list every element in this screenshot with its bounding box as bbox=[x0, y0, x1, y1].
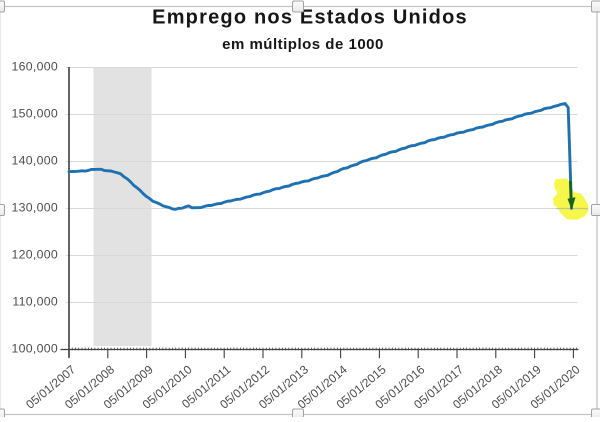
svg-text:em múltiplos de 1000: em múltiplos de 1000 bbox=[222, 36, 384, 53]
svg-text:Emprego nos Estados Unidos: Emprego nos Estados Unidos bbox=[152, 7, 468, 29]
svg-text:100,000: 100,000 bbox=[11, 342, 58, 356]
svg-text:150,000: 150,000 bbox=[11, 107, 58, 121]
svg-text:140,000: 140,000 bbox=[11, 154, 58, 168]
svg-text:120,000: 120,000 bbox=[11, 248, 58, 262]
svg-text:110,000: 110,000 bbox=[12, 295, 58, 309]
svg-text:160,000: 160,000 bbox=[11, 60, 58, 74]
svg-text:130,000: 130,000 bbox=[11, 201, 58, 215]
